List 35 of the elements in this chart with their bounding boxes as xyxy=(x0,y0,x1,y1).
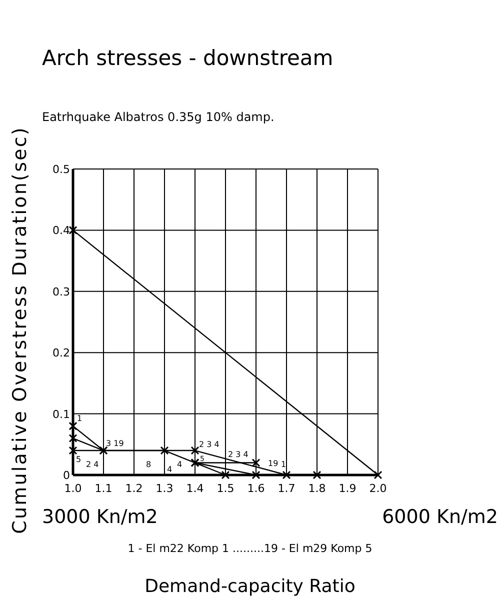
annotation: 2 4 xyxy=(86,460,99,469)
annotation: 4 xyxy=(167,465,172,474)
y-tick-label: 0.3 xyxy=(52,285,70,298)
y-tick-label: 0.1 xyxy=(52,408,70,421)
x-tick-label: 1.7 xyxy=(278,482,296,495)
y-tick-label: 0.4 xyxy=(52,224,70,238)
x-tick-label: 1.6 xyxy=(247,482,265,495)
annotation: 1 xyxy=(281,460,286,469)
annotation: 5 xyxy=(76,455,82,464)
annotation: 1 xyxy=(77,414,82,423)
x-tick-label: 1.5 xyxy=(216,482,234,495)
y-axis-title: Cumulative Overstress Duration(sec) xyxy=(9,126,31,534)
y-tick-label: 0 xyxy=(63,469,70,482)
x-tick-label: 1.2 xyxy=(125,482,143,495)
x-tick-label: 1.3 xyxy=(156,482,174,495)
annotation: 4 xyxy=(177,460,182,469)
x-tick-label: 2.0 xyxy=(369,482,387,495)
annotation: 2 3 4 xyxy=(228,450,248,459)
x-tick-label: 1.8 xyxy=(308,482,326,495)
x-tick-label: 1.0 xyxy=(64,482,82,495)
text: 1 - El m22 Komp 1 .........19 - El m29 Komp 5 xyxy=(128,542,372,555)
x-axis-title: Demand-capacity Ratio xyxy=(144,576,356,597)
text: 3000 Kn/m2 xyxy=(42,506,158,528)
y-tick-label: 0.5 xyxy=(52,163,70,176)
x-tick-label: 1.1 xyxy=(94,482,112,495)
annotation: 3 19 xyxy=(106,439,124,448)
x-tick-label: 1.9 xyxy=(338,482,356,495)
x-tick-label: 1.4 xyxy=(186,482,204,495)
text: 6000 Kn/m2 xyxy=(382,506,498,528)
annotation: 2 3 4 xyxy=(199,440,220,449)
y-tick-label: 0.2 xyxy=(52,346,70,360)
annotation: 19 xyxy=(268,459,278,468)
chart-title: Arch stresses - downstream xyxy=(42,46,334,70)
chart-subtitle: Eatrhquake Albatros 0.35g 10% damp. xyxy=(42,110,274,124)
annotation: 8 xyxy=(146,460,152,469)
